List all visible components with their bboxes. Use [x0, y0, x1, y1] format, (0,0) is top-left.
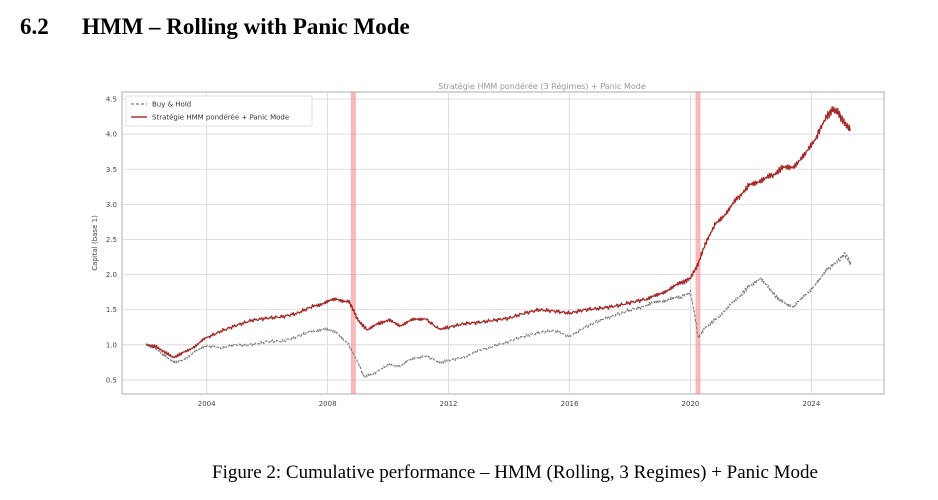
x-tick-label: 2008 [319, 400, 337, 408]
x-tick-label: 2012 [440, 400, 458, 408]
plot-frame [121, 91, 885, 395]
y-tick-label: 2.5 [106, 236, 117, 244]
series-line-buy-hold [145, 251, 852, 378]
y-tick-label: 1.0 [106, 341, 117, 349]
y-tick-label: 2.0 [106, 271, 117, 279]
chart-title: Stratégie HMM pondérée (3 Régimes) + Pan… [438, 82, 646, 91]
grid-lines [122, 92, 884, 394]
chart-figure: Stratégie HMM pondérée (3 Régimes) + Pan… [82, 82, 892, 412]
y-tick-label: 1.5 [106, 306, 117, 314]
legend-box [125, 95, 313, 127]
y-axis-label: Capital (base 1) [91, 215, 99, 271]
y-axis-ticks: 0.5 1.0 1.5 2.0 2.5 3.0 3.5 4.0 4.5 [106, 96, 117, 385]
legend-label-strategy: Stratégie HMM pondérée + Panic Mode [152, 114, 289, 122]
y-tick-label: 4.5 [106, 96, 117, 104]
legend-label-buy-hold: Buy & Hold [152, 101, 191, 109]
legend: Buy & Hold Stratégie HMM pondérée + Pani… [125, 95, 313, 127]
panic-band [695, 92, 701, 394]
y-tick-label: 4.0 [106, 131, 117, 139]
y-tick-label: 3.5 [106, 166, 117, 174]
chart-svg: Stratégie HMM pondérée (3 Régimes) + Pan… [91, 82, 885, 408]
x-tick-label: 2024 [803, 400, 821, 408]
y-tick-label: 0.5 [106, 376, 117, 384]
x-axis-ticks: 2004 2008 2012 2016 2020 2024 [198, 400, 821, 408]
section-heading: 6.2 HMM – Rolling with Panic Mode [20, 14, 410, 40]
series-lines [145, 105, 852, 378]
series-line-strategy [145, 105, 852, 359]
x-tick-label: 2004 [198, 400, 216, 408]
section-number: 6.2 [20, 14, 49, 39]
x-tick-label: 2016 [561, 400, 579, 408]
caption-text: Figure 2: Cumulative performance – HMM (… [212, 462, 818, 483]
figure-caption: Figure 2: Cumulative performance – HMM (… [0, 462, 938, 484]
panic-band [350, 92, 356, 394]
section-title: HMM – Rolling with Panic Mode [82, 14, 410, 39]
panic-bands [350, 92, 701, 394]
y-tick-label: 3.0 [106, 201, 117, 209]
x-tick-label: 2020 [682, 400, 700, 408]
